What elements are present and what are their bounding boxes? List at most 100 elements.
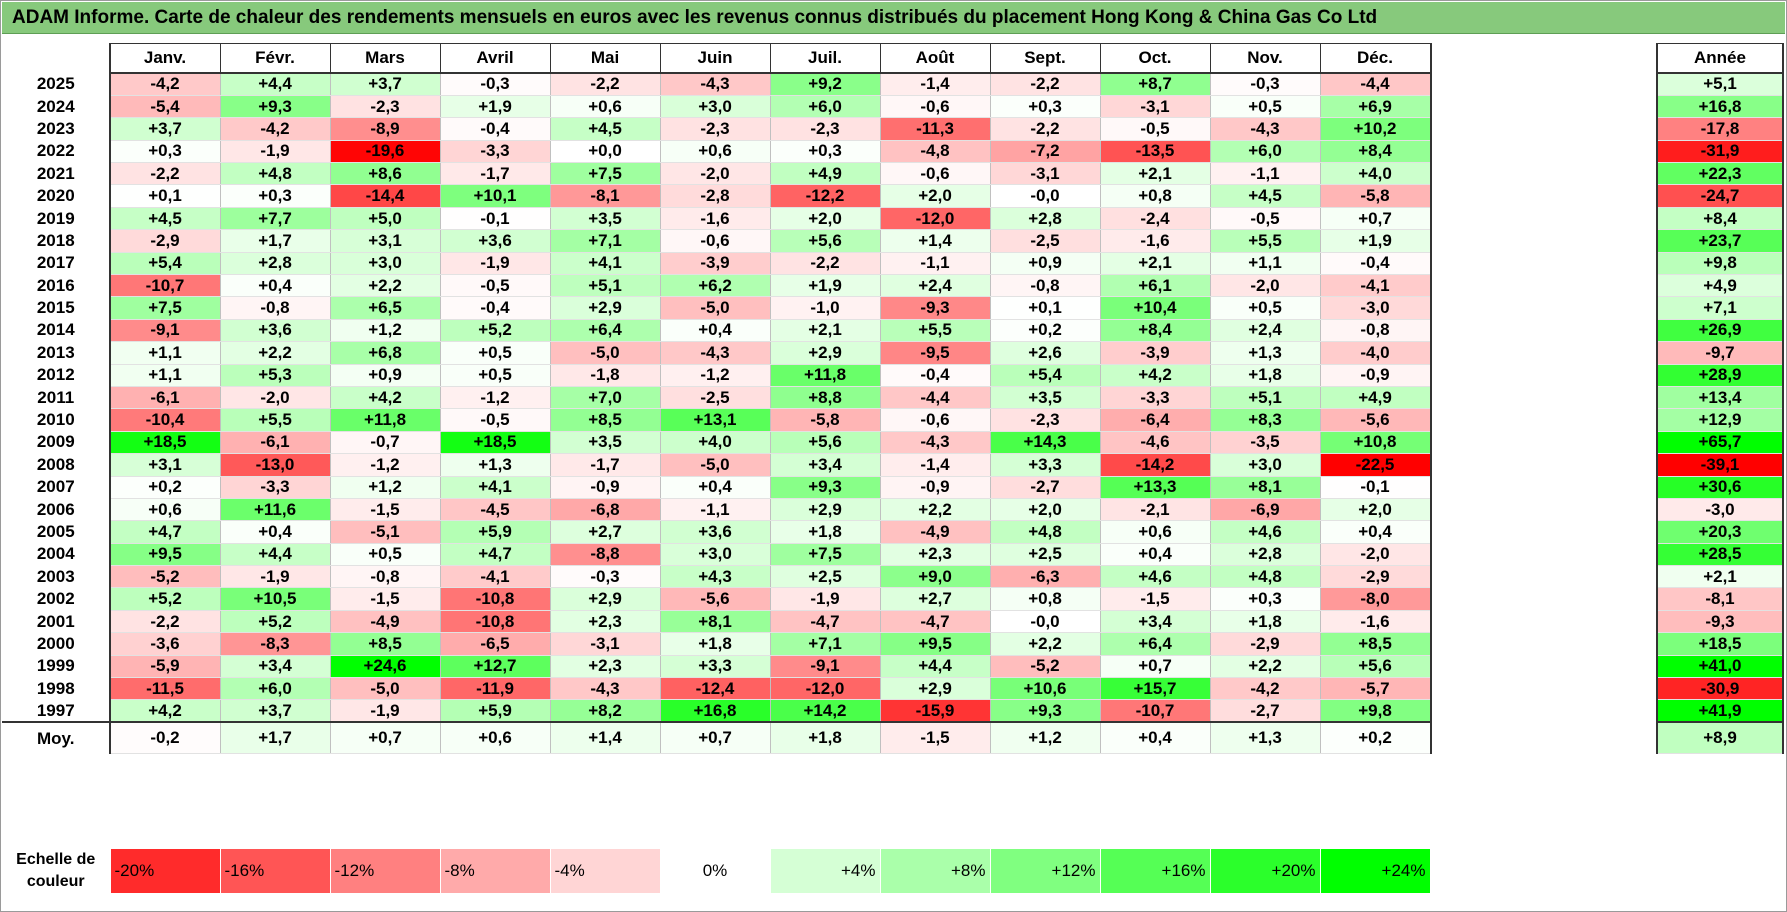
table-row: +65,7: [1657, 430, 1783, 455]
heatmap-cell: -4,0: [1319, 341, 1431, 365]
heatmap-cell: +3,3: [989, 453, 1101, 477]
heatmap-cell: +0,8: [989, 587, 1101, 611]
heatmap-cell: +4,2: [1099, 363, 1211, 387]
heatmap-cell: +2,2: [219, 341, 331, 365]
heatmap-cell: -4,6: [1099, 430, 1211, 455]
heatmap-cell: +0,4: [659, 475, 771, 499]
heatmap-cell: -3,9: [1099, 341, 1211, 365]
table-row: +18,5: [1657, 632, 1783, 656]
table-row: -24,7: [1657, 184, 1783, 208]
heatmap-cell: +4,9: [769, 162, 881, 186]
heatmap-cell: +14,2: [769, 699, 881, 723]
heatmap-cell: +4,8: [1209, 565, 1321, 589]
heatmap-cell: -1,9: [219, 565, 331, 589]
year-label: 1999: [36, 656, 75, 676]
heatmap-cell: -3,3: [1099, 385, 1211, 410]
annual-cell: -39,1: [1657, 453, 1783, 477]
heatmap-cell: -2,2: [769, 251, 881, 276]
heatmap-cell: +9,2: [769, 72, 881, 96]
table-row: 2006 +0,6 +11,6 -1,5 -4,5 -6,8 -1,1 +2,9 +2,2 +2,…: [2, 497, 1431, 522]
heatmap-cell: -1,2: [329, 453, 441, 477]
heatmap-cell: -3,6: [109, 632, 221, 656]
heatmap-cell: +0,2: [989, 318, 1101, 343]
heatmap-cell: -2,8: [659, 184, 771, 208]
heatmap-cell: +7,1: [769, 632, 881, 656]
heatmap-cell: -5,2: [989, 654, 1101, 679]
heatmap-cell: -0,5: [1209, 206, 1321, 231]
heatmap-cell: -1,7: [549, 453, 661, 477]
heatmap-cell: +4,3: [659, 565, 771, 589]
heatmap-cell: +0,9: [989, 251, 1101, 276]
heatmap-cell: -10,7: [1099, 699, 1211, 723]
heatmap-cell: -2,2: [109, 162, 221, 186]
table-row: 1999 -5,9 +3,4 +24,6 +12,7 +2,3 +3,3 -9,1 +4,4 -5…: [2, 654, 1431, 679]
heatmap-cell: -4,8: [879, 139, 991, 164]
heatmap-cell: +1,7: [219, 229, 331, 253]
heatmap-cell: +24,6: [329, 654, 441, 679]
heatmap-cell: +1,8: [1209, 363, 1321, 387]
annual-cell: -3,0: [1657, 497, 1783, 522]
heatmap-cell: +11,8: [769, 363, 881, 387]
month-header: Janv.: [109, 43, 221, 74]
heatmap-cell: +2,5: [989, 542, 1101, 567]
heatmap-cell: -0,9: [1319, 363, 1431, 387]
heatmap-cell: -6,1: [219, 430, 331, 455]
annual-cell: -17,8: [1657, 117, 1783, 141]
table-row: 2021 -2,2 +4,8 +8,6 -1,7 +7,5 -2,0 +4,9 -0,6 -3,1…: [2, 162, 1431, 186]
month-header: Mai: [549, 43, 661, 74]
color-scale-swatch: -12%: [329, 848, 441, 894]
heatmap-cell: +4,7: [439, 542, 551, 567]
heatmap-cell: -8,8: [549, 542, 661, 567]
annual-cell: -9,7: [1657, 341, 1783, 365]
heatmap-cell: -1,5: [329, 587, 441, 611]
heatmap-cell: -1,9: [219, 139, 331, 164]
heatmap-cell: +2,9: [769, 341, 881, 365]
heatmap-cell: -22,5: [1319, 453, 1431, 477]
table-row: +20,3: [1657, 520, 1783, 544]
heatmap-cell: -15,9: [879, 699, 991, 723]
average-cell: +0,2: [1319, 721, 1431, 755]
heatmap-cell: +1,2: [329, 475, 441, 499]
heatmap-cell: +7,0: [549, 385, 661, 410]
average-row: +8,9: [1657, 721, 1783, 755]
heatmap-cell: -5,1: [329, 520, 441, 544]
year-label: 2006: [36, 499, 75, 519]
heatmap-cell: +1,9: [769, 274, 881, 298]
heatmap-cell: +1,8: [659, 632, 771, 656]
heatmap-cell: -0,4: [439, 296, 551, 320]
heatmap-cell: -1,9: [769, 587, 881, 611]
heatmap-cell: +0,6: [1099, 520, 1211, 544]
heatmap-cell: -2,4: [1099, 206, 1211, 231]
average-row: Moy. -0,2 +1,7 +0,7 +0,6 +1,4 +0,7 +1,8 -1,5 +1,2…: [2, 721, 1431, 755]
heatmap-cell: -2,3: [989, 408, 1101, 432]
annual-cell: -24,7: [1657, 184, 1783, 208]
heatmap-cell: +7,5: [769, 542, 881, 567]
heatmap-cell: -1,0: [769, 296, 881, 320]
heatmap-cell: +0,5: [439, 363, 551, 387]
heatmap-cell: -0,4: [439, 117, 551, 141]
heatmap-cell: -4,3: [659, 341, 771, 365]
heatmap-cell: -6,1: [109, 385, 221, 410]
color-scale-swatch: +16%: [1099, 848, 1211, 894]
heatmap-left-border: [109, 43, 111, 755]
table-row: +7,1: [1657, 296, 1783, 320]
heatmap-cell: +14,3: [989, 430, 1101, 455]
heatmap-cell: +6,4: [1099, 632, 1211, 656]
heatmap-cell: -12,2: [769, 184, 881, 208]
heatmap-cell: +4,6: [1209, 520, 1321, 544]
heatmap-cell: +0,4: [1319, 520, 1431, 544]
annual-cell: +30,6: [1657, 475, 1783, 499]
table-row: 2017 +5,4 +2,8 +3,0 -1,9 +4,1 -3,9 -2,2 -1,1 +0,9…: [2, 251, 1431, 276]
heatmap-cell: +12,7: [439, 654, 551, 679]
heatmap-cell: +0,5: [439, 341, 551, 365]
table-row: 1997 +4,2 +3,7 -1,9 +5,9 +8,2 +16,8 +14,2 -15,9 +…: [2, 699, 1431, 723]
heatmap-cell: +7,5: [549, 162, 661, 186]
heatmap-cell: +10,8: [1319, 430, 1431, 455]
heatmap-cell: -3,1: [549, 632, 661, 656]
heatmap-cell: +10,5: [219, 587, 331, 611]
heatmap-cell: +8,3: [1209, 408, 1321, 432]
heatmap-cell: +0,3: [989, 94, 1101, 119]
heatmap-cell: +0,7: [1099, 654, 1211, 679]
color-scale-swatch: -4%: [549, 848, 661, 894]
heatmap-cell: +0,6: [549, 94, 661, 119]
